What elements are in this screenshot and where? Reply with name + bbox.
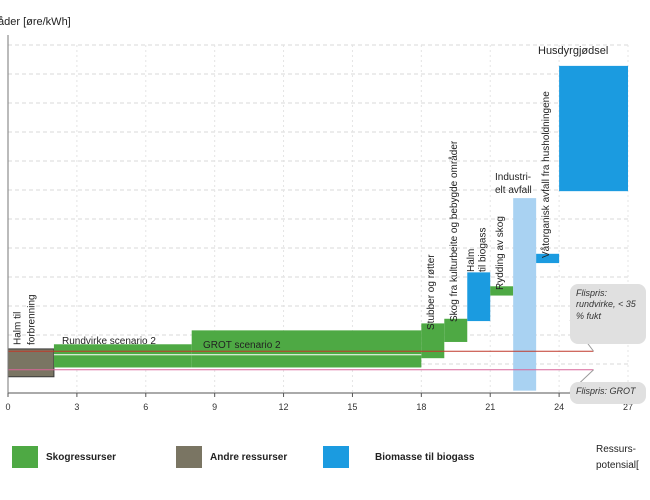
x-axis-label: Ressurs- — [596, 444, 636, 455]
x-tick-label: 18 — [416, 402, 426, 412]
segment-label-stubber: Stubber og røtter — [426, 254, 437, 330]
segment-label-vatorganisk: Våtorganisk avfall fra husholdningene — [540, 91, 552, 258]
segment-label-industri: elt avfall — [495, 185, 532, 196]
x-tick-label: 21 — [485, 402, 495, 412]
legend-label-skogressurser: Skogressurser — [46, 452, 117, 463]
x-tick-label: 24 — [554, 402, 564, 412]
bar-segment — [7, 348, 55, 378]
legend-swatch-biogass — [323, 446, 349, 468]
bar-segment — [559, 65, 628, 192]
bar-segment — [191, 330, 422, 368]
legend-swatch-andre-ressurser — [176, 446, 202, 468]
segment-label-industri: Industri- — [495, 172, 531, 183]
bar-segment — [490, 286, 514, 296]
segment-label-halm-forbrenning: Halm til — [13, 312, 24, 345]
x-tick-label: 3 — [74, 402, 79, 412]
bar-segment — [444, 318, 468, 342]
legend-label-biogass: Biomasse til biogass — [375, 452, 475, 463]
segment-label-grot: GROT scenario 2 — [203, 340, 281, 351]
legend-label-andre-ressurser: Andre ressurser — [210, 452, 288, 463]
x-tick-label: 9 — [212, 402, 217, 412]
x-tick-label: 0 — [5, 402, 10, 412]
bar-segment — [421, 323, 445, 359]
x-tick-label: 15 — [347, 402, 357, 412]
x-tick-label: 6 — [143, 402, 148, 412]
segment-label-rydding: Rydding av skog — [495, 216, 506, 290]
segment-label-halm-biogass: til biogass — [478, 228, 489, 272]
segment-label-halm-biogass: Halm — [466, 249, 477, 272]
note-flispris-rundvirke: Flispris: rundvirke, < 35 % fukt — [570, 284, 646, 344]
bar-segment — [467, 272, 491, 322]
segment-label-skog-kulturbeite: Skog fra kulturbeite og bebygde områder — [448, 140, 460, 322]
x-tick-label: 12 — [279, 402, 289, 412]
legend-swatch-skogressurser — [12, 446, 38, 468]
y-axis-label: åder [øre/kWh] — [0, 16, 71, 28]
bar-segment — [513, 198, 537, 391]
x-axis-label: potensial[ — [596, 460, 639, 471]
segment-label-husdyrgjodsel: Husdyrgjødsel — [538, 45, 608, 57]
segment-label-rundvirke: Rundvirke scenario 2 — [62, 336, 156, 347]
x-tick-label: 27 — [623, 402, 633, 412]
bar-segment — [536, 253, 560, 264]
bar-segment — [53, 344, 192, 368]
segment-label-halm-forbrenning: forbrenning — [26, 294, 37, 345]
note-flispris-grot: Flispris: GROT — [570, 382, 646, 404]
